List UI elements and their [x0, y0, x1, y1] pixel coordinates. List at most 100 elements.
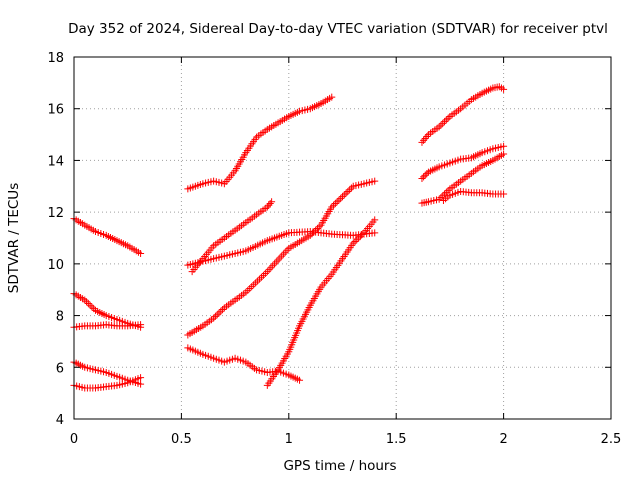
data-point-marker	[272, 258, 280, 266]
series-8-track	[184, 228, 379, 269]
data-point-marker	[270, 260, 278, 268]
series-15-track	[439, 187, 508, 205]
data-point-marker	[340, 191, 348, 199]
plot-marks	[70, 83, 508, 392]
y-axis-label: SDTVAR / TECUs	[6, 183, 22, 293]
data-point-marker	[333, 198, 341, 206]
y-tick-label: 6	[56, 361, 64, 376]
data-point-marker	[219, 306, 227, 314]
data-point-marker	[276, 254, 284, 262]
data-point-marker	[83, 298, 91, 306]
data-point-marker	[274, 256, 282, 264]
data-point-marker	[344, 187, 352, 195]
data-point-marker	[356, 232, 364, 240]
data-point-marker	[444, 187, 452, 195]
data-point-marker	[312, 226, 320, 234]
data-point-marker	[267, 264, 275, 272]
data-point-marker	[313, 225, 321, 233]
data-point-marker	[500, 150, 508, 158]
data-point-marker	[441, 118, 449, 126]
data-point-marker	[265, 201, 273, 209]
x-axis-label: GPS time / hours	[283, 458, 396, 474]
y-tick-label: 14	[47, 154, 64, 169]
data-point-marker	[339, 193, 346, 201]
data-point-marker	[331, 200, 339, 208]
data-point-marker	[265, 266, 273, 274]
data-point-marker	[423, 133, 431, 141]
y-tick-label: 10	[47, 258, 64, 273]
x-tick-label: 0.5	[171, 432, 192, 447]
data-point-marker	[437, 121, 445, 129]
series-11-track	[263, 216, 379, 389]
data-point-marker	[441, 190, 449, 198]
data-point-marker	[500, 190, 508, 198]
data-point-marker	[283, 246, 291, 254]
data-point-marker	[88, 303, 96, 311]
data-point-marker	[347, 184, 355, 192]
data-point-marker	[420, 173, 428, 181]
data-point-marker	[86, 301, 94, 309]
data-point-marker	[355, 234, 363, 242]
series-10-track	[184, 344, 304, 384]
data-point-marker	[337, 194, 345, 202]
y-tick-label: 18	[47, 51, 64, 66]
data-point-marker	[444, 114, 452, 122]
data-point-marker	[421, 134, 429, 142]
data-point-marker	[315, 223, 323, 231]
data-point-marker	[215, 309, 223, 317]
data-point-marker	[442, 188, 450, 196]
data-point-marker	[500, 142, 508, 150]
data-point-marker	[358, 231, 366, 239]
x-tick-label: 0	[70, 432, 78, 447]
data-point-marker	[423, 170, 431, 178]
data-point-marker	[371, 229, 379, 237]
data-point-marker	[420, 136, 428, 144]
axis-ticks	[73, 56, 612, 420]
data-point-marker	[263, 203, 271, 211]
data-point-marker	[210, 314, 218, 322]
series-13-track	[418, 142, 508, 183]
data-point-marker	[269, 262, 277, 270]
data-point-marker	[353, 236, 361, 244]
x-tick-label: 1.5	[386, 432, 407, 447]
series-12-track	[418, 83, 508, 146]
data-point-marker	[306, 231, 314, 239]
data-point-marker	[351, 237, 359, 245]
data-point-marker	[137, 380, 145, 388]
series-9-track	[184, 177, 379, 339]
data-point-marker	[90, 305, 98, 313]
plot-frame	[73, 56, 612, 420]
data-point-marker	[84, 300, 92, 308]
data-point-marker	[328, 203, 336, 211]
data-point-marker	[439, 192, 447, 200]
data-point-marker	[137, 250, 145, 258]
data-point-marker	[217, 307, 225, 315]
y-tick-label: 16	[47, 103, 64, 118]
y-tick-label: 4	[56, 413, 64, 428]
x-tick-label: 2	[499, 432, 507, 447]
data-point-marker	[349, 239, 357, 247]
chart-title: Day 352 of 2024, Sidereal Day-to-day VTE…	[68, 21, 608, 37]
x-tick-label: 2.5	[601, 432, 622, 447]
series-3-track	[70, 321, 145, 331]
data-point-marker	[211, 312, 219, 320]
data-point-marker	[81, 296, 89, 304]
data-point-marker	[442, 116, 450, 124]
data-point-marker	[310, 228, 318, 236]
y-tick-label: 12	[47, 206, 64, 221]
data-point-marker	[137, 374, 145, 382]
data-point-marker	[418, 138, 426, 146]
data-point-marker	[330, 201, 338, 209]
data-point-marker	[371, 177, 379, 185]
data-point-marker	[335, 196, 343, 204]
y-axis-tick-labels: 4 6 8 10 12 14 16 18	[47, 51, 64, 428]
series-14-track	[418, 150, 508, 207]
data-point-marker	[308, 230, 316, 238]
data-point-marker	[346, 186, 354, 194]
series-5-track	[70, 374, 145, 392]
data-point-marker	[435, 195, 443, 203]
data-point-marker	[266, 200, 274, 208]
data-point-marker	[342, 189, 350, 197]
data-point-marker	[371, 216, 379, 224]
